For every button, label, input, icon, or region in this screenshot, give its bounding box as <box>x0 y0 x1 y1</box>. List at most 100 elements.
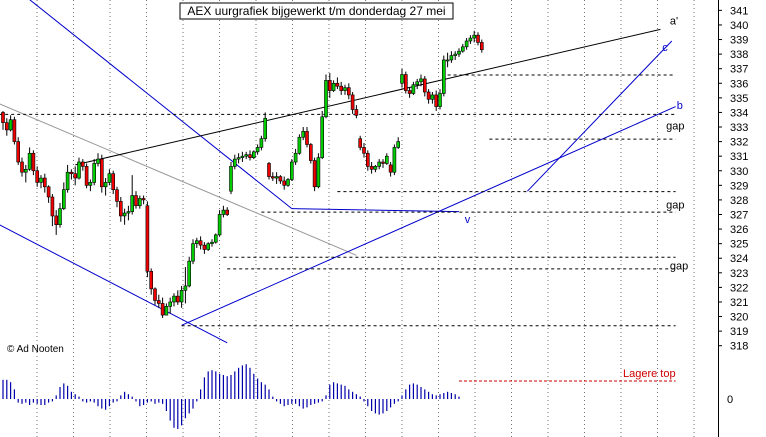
trendline-channel-lower <box>0 224 228 344</box>
candle-body <box>339 85 344 91</box>
y-tick-label: 319 <box>730 326 748 338</box>
candle-body <box>35 170 40 183</box>
candle-body <box>8 119 13 131</box>
candle-body <box>12 119 17 142</box>
candle-body <box>214 234 218 243</box>
candle-up <box>286 178 290 187</box>
trendline-black-upper <box>75 28 661 166</box>
candle-down <box>42 173 47 193</box>
candle-body <box>441 59 446 94</box>
candle-body <box>438 93 442 107</box>
candle-body <box>426 91 431 100</box>
candle-up <box>445 52 450 68</box>
candle-down <box>157 294 161 308</box>
candle-down <box>248 150 252 161</box>
candle-body <box>138 198 142 207</box>
candle-up <box>472 30 477 43</box>
candle-body <box>479 42 484 51</box>
candle-up <box>316 153 321 189</box>
candle-down <box>362 143 366 158</box>
candle-body <box>354 109 359 116</box>
y-tick-label: 330 <box>730 166 748 178</box>
trendline-layer <box>0 0 676 344</box>
candle-body <box>320 116 325 158</box>
candle-down <box>282 176 287 190</box>
y-tick-label: 323 <box>730 268 748 280</box>
y-tick-label: 321 <box>730 297 748 309</box>
candle-body <box>183 285 188 291</box>
candle-body <box>362 147 366 154</box>
candle-down <box>81 159 85 171</box>
candle-down <box>134 191 138 209</box>
candle-up <box>88 179 93 192</box>
candle-up <box>126 205 131 221</box>
candle-down <box>153 287 157 305</box>
candle-body <box>236 157 241 160</box>
candle-body <box>46 186 51 198</box>
candle-down <box>119 196 123 222</box>
candle-up <box>464 38 469 50</box>
candle-body <box>396 141 401 148</box>
candle-body <box>305 131 309 145</box>
candle-up <box>274 172 279 184</box>
candle-body <box>392 147 397 173</box>
candle-body <box>39 177 43 183</box>
candle-up <box>27 147 32 171</box>
candle-body <box>77 161 81 179</box>
candle-down <box>479 39 484 53</box>
candle-body <box>126 211 131 214</box>
candle-body <box>27 152 32 170</box>
candle-up <box>415 78 420 90</box>
annotation-b-2: b <box>677 100 683 112</box>
candle-down <box>198 236 203 250</box>
candle-body <box>377 161 382 167</box>
candle-body <box>350 94 355 110</box>
candle-up <box>419 74 423 87</box>
candle-body <box>202 244 207 250</box>
y-tick-label: 329 <box>730 180 748 192</box>
candle-body <box>198 240 203 246</box>
y-axis: 318 319 320 321 322 323 324 325 326 327 328 329 330 3… <box>718 0 748 437</box>
candle-up <box>77 157 81 180</box>
candle-body <box>61 189 66 209</box>
candle-body <box>210 241 214 244</box>
candle-down <box>20 157 24 177</box>
annotation-a-0: a' <box>670 16 678 28</box>
candle-down <box>111 170 115 195</box>
candle-body <box>187 260 191 287</box>
candle-body <box>115 189 119 202</box>
candle-body <box>472 34 477 39</box>
annotation-layer: a' c b gap v gap gap <box>465 16 689 273</box>
candle-body <box>464 40 469 48</box>
candle-down <box>69 169 74 180</box>
candle-body <box>365 152 370 167</box>
candle-body <box>263 117 268 139</box>
candle-down <box>426 89 431 104</box>
candle-down <box>267 162 271 180</box>
candle-up <box>130 175 134 215</box>
y-tick-label: 338 <box>730 49 748 61</box>
candle-body <box>445 59 450 62</box>
y-tick-label: 333 <box>730 122 748 134</box>
candle-down <box>381 159 385 168</box>
candle-body <box>225 209 229 215</box>
candle-body <box>312 160 317 188</box>
candle-up <box>377 159 382 170</box>
trendline-support-b <box>181 106 676 326</box>
candle-up <box>206 242 210 251</box>
candle-body <box>23 168 28 173</box>
candle-down <box>312 157 317 192</box>
candle-body <box>411 84 416 94</box>
candle-body <box>460 46 465 52</box>
candle-body <box>282 180 287 186</box>
candle-up <box>343 84 347 95</box>
candle-down <box>12 116 17 145</box>
grid-layer <box>36 0 695 437</box>
candle-up <box>384 153 389 165</box>
candle-down <box>145 201 150 278</box>
candle-body <box>373 166 378 170</box>
candle-body <box>65 171 70 191</box>
candle-body <box>81 161 85 167</box>
candle-body <box>84 166 89 186</box>
candle-body <box>297 136 302 154</box>
